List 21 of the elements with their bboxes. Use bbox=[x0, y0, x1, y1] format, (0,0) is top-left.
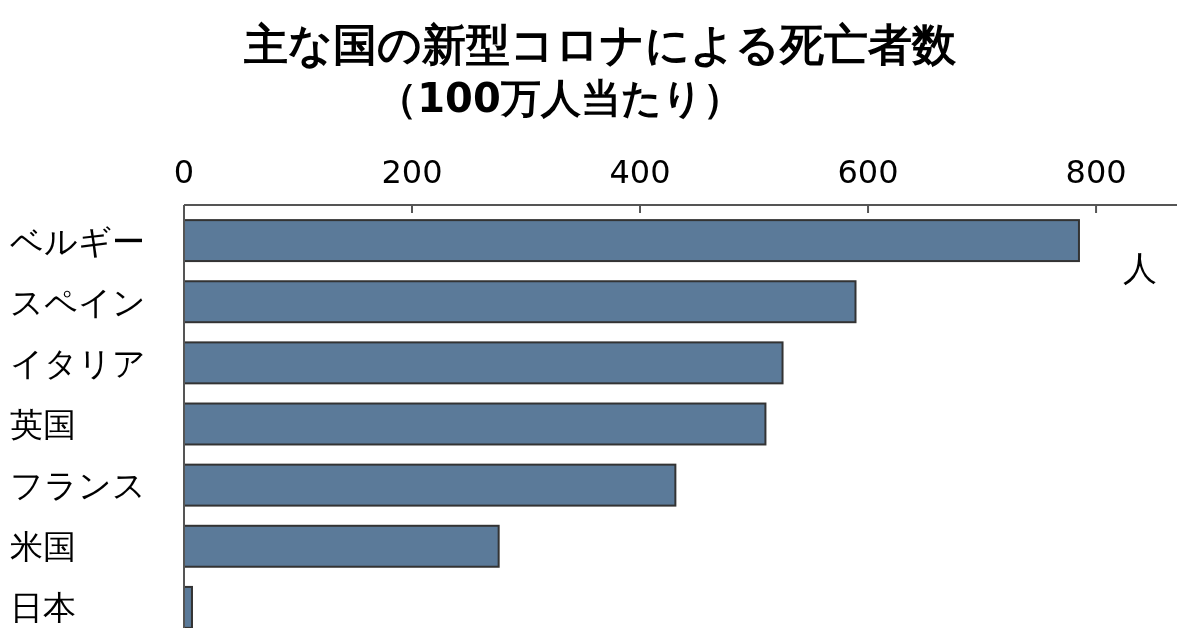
x-tick-label: 800 bbox=[1065, 153, 1127, 191]
bar bbox=[183, 280, 857, 324]
bar bbox=[183, 402, 767, 446]
x-tick-label: 400 bbox=[609, 153, 671, 191]
y-tick-label: スペイン bbox=[10, 282, 146, 322]
bar bbox=[183, 524, 500, 568]
y-tick-label: ベルギー bbox=[10, 221, 145, 261]
bar bbox=[183, 219, 1080, 263]
x-axis-title: 人 bbox=[1123, 248, 1157, 288]
chart-title: 主な国の新型コロナによる死亡者数 bbox=[243, 19, 957, 70]
bar bbox=[183, 341, 784, 385]
y-tick-label: 英国 bbox=[10, 405, 76, 444]
chart-subtitle: （100万人当たり） bbox=[377, 75, 743, 121]
x-tick-label: 0 bbox=[173, 153, 195, 191]
y-tick-label: 米国 bbox=[10, 527, 76, 567]
y-tick-label: イタリア bbox=[10, 343, 146, 383]
bar bbox=[183, 463, 677, 507]
x-tick-label: 200 bbox=[381, 153, 443, 191]
y-tick-label: フランス bbox=[10, 466, 146, 506]
y-tick-label: 日本 bbox=[10, 588, 76, 628]
x-tick-label: 600 bbox=[837, 153, 899, 191]
